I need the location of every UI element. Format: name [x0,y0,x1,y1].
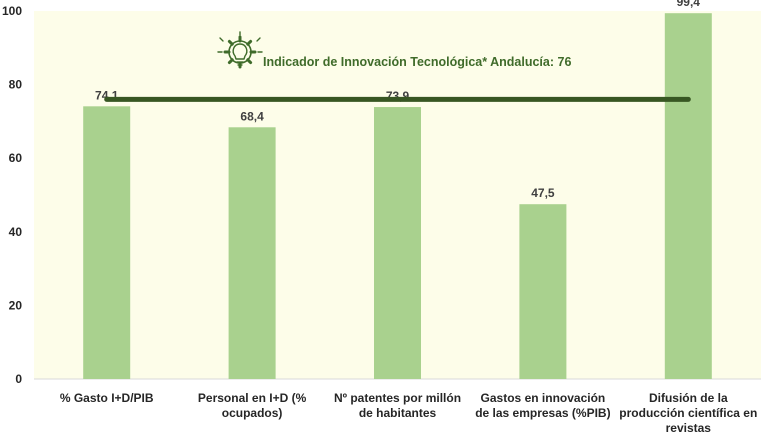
category-label: de las empresas (%PIB) [475,406,610,420]
gear-ring [228,40,252,64]
light-ray [256,37,261,42]
gear-lightbulb-icon [217,31,263,69]
category-label: de habitantes [359,406,437,420]
y-tick-label: 60 [9,151,23,165]
category-label: Personal en I+D (% [198,391,307,405]
light-ray [219,37,224,42]
category-labels: % Gasto I+D/PIB Personal en I+D (%ocupado… [60,391,757,435]
data-label: 68,4 [240,109,264,123]
bar [374,107,421,379]
y-tick-label: 0 [15,372,22,386]
category-label: Difusión de la [649,391,728,405]
y-tick-label: 20 [9,298,23,312]
bar [519,204,567,379]
bulb-outline [232,43,248,60]
category-label: Nº patentes por millón [334,391,461,405]
bar [83,106,131,379]
bars [83,13,712,380]
data-label: 99,4 [677,0,701,9]
annotation-label: Indicador de Innovación Tecnológica* And… [263,55,571,69]
category-label: producción científica en [619,406,757,420]
y-tick-label: 100 [2,4,22,18]
category-label: % Gasto I+D/PIB [60,391,154,405]
data-label: 47,5 [531,186,555,200]
y-tick-label: 40 [9,225,23,239]
y-tick-label: 80 [9,78,23,92]
category-label: ocupados) [222,406,283,420]
bar [228,127,276,380]
category-label: revistas [666,421,712,435]
annotation: Indicador de Innovación Tecnológica* And… [217,31,571,69]
category-label: Gastos en innovación [481,391,606,405]
bar [664,13,712,379]
